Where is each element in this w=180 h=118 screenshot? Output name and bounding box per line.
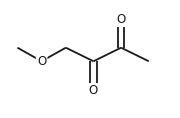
Text: O: O — [116, 13, 126, 26]
Text: O: O — [89, 84, 98, 97]
Text: O: O — [37, 55, 46, 68]
